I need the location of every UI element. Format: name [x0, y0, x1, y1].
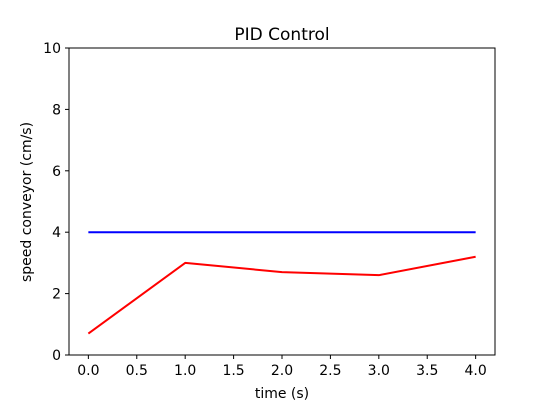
y-tick-label: 6 — [52, 164, 61, 180]
series-layer — [87, 231, 476, 335]
x-axis: 0.0 0.5 1.0 1.5 2.0 2.5 3.0 3.5 4.0 — [77, 355, 487, 379]
series-line-2 — [87, 255, 476, 335]
x-tick-label: 4.0 — [465, 363, 487, 379]
x-tick-label: 3.0 — [368, 363, 390, 379]
x-tick-label: 0.5 — [126, 363, 148, 379]
plot-frame — [68, 47, 496, 356]
x-tick-label: 0.0 — [77, 363, 99, 379]
y-tick-label: 2 — [52, 287, 61, 303]
chart-title: PID Control — [234, 25, 329, 45]
x-tick-label: 1.0 — [174, 363, 196, 379]
x-tick-label: 2.5 — [319, 363, 341, 379]
y-tick-label: 4 — [52, 225, 61, 241]
y-axis: 0 2 4 6 8 10 — [43, 41, 69, 364]
x-tick-label: 2.0 — [271, 363, 293, 379]
x-tick-label: 1.5 — [222, 363, 244, 379]
y-tick-label: 8 — [52, 102, 61, 118]
x-tick-label: 3.5 — [416, 363, 438, 379]
x-axis-label: time (s) — [255, 386, 309, 400]
y-tick-label: 10 — [43, 41, 61, 57]
y-axis-label: speed conveyor (cm/s) — [19, 122, 35, 282]
y-tick-label: 0 — [52, 348, 61, 364]
